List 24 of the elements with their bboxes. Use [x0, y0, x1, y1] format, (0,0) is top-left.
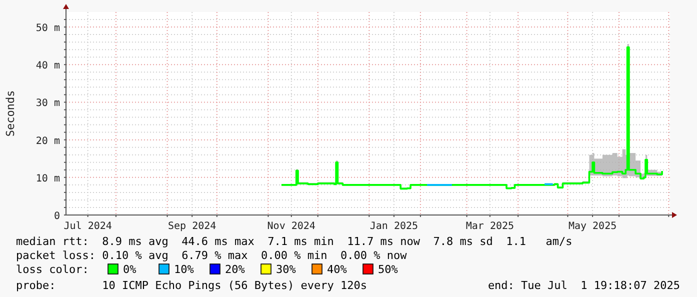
x-tick-label: Jan 2025 — [370, 221, 418, 232]
x-tick-label: May 2025 — [568, 221, 617, 232]
legend-label: 0% — [123, 263, 137, 276]
legend-label: 40% — [327, 263, 348, 276]
text: packet loss: 0.10 % avg 6.79 % max 0.00 % min 0.00 % now — [16, 249, 408, 262]
legend-label: 20% — [225, 263, 246, 276]
legend-title: loss color: — [16, 263, 89, 276]
y-tick-label: 30 m — [36, 98, 60, 110]
y-axis-title: Seconds — [4, 90, 17, 137]
legend-label: 10% — [174, 263, 194, 276]
x-tick-label: Nov 2024 — [267, 221, 316, 232]
legend-label: 30% — [276, 263, 296, 276]
x-tick-label: Mar 2025 — [466, 221, 514, 232]
x-tick-label: Sep 2024 — [168, 221, 216, 232]
text: median rtt: 8.9 ms avg 44.6 ms max 7.1 ms min 11.7 ms now 7.8 ms sd 1.1 am/s — [16, 235, 572, 248]
y-tick-label: 20 m — [36, 136, 60, 147]
text: end: Tue Jul 1 19:18:07 2025 — [488, 279, 680, 292]
y-tick-label: 40 m — [36, 60, 60, 72]
legend-label: 50% — [378, 263, 398, 276]
y-tick-label: 50 m — [36, 23, 60, 34]
text: probe: 10 ICMP Echo Pings (56 Bytes) every 120s — [16, 279, 367, 292]
y-tick-label: 0 — [54, 211, 60, 222]
x-tick-label: Jul 2024 — [64, 221, 112, 232]
y-tick-label: 10 m — [36, 173, 60, 184]
